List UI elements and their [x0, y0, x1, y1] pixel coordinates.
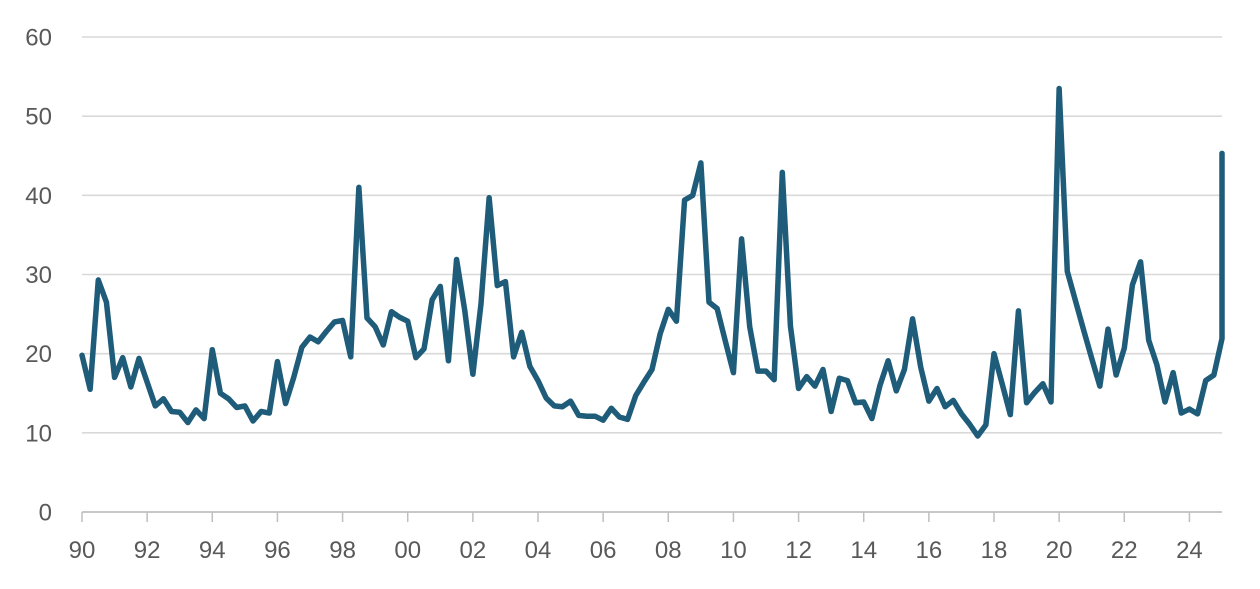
- gridlines: [82, 36, 1222, 513]
- x-tick-label-18: 18: [981, 537, 1008, 564]
- x-tick-label-02: 02: [460, 537, 487, 564]
- x-tick-label-14: 14: [850, 537, 877, 564]
- y-tick-label-60: 60: [25, 25, 52, 52]
- x-tick-label-04: 04: [525, 537, 552, 564]
- y-tick-label-40: 40: [25, 183, 52, 210]
- x-tick-label-08: 08: [655, 537, 682, 564]
- x-tick-label-06: 06: [590, 537, 617, 564]
- y-tick-label-0: 0: [39, 500, 52, 527]
- x-tick-label-12: 12: [785, 537, 812, 564]
- x-tick-label-90: 90: [69, 537, 96, 564]
- x-tick-label-00: 00: [394, 537, 421, 564]
- x-tick-label-22: 22: [1111, 537, 1138, 564]
- series-line-0: [79, 85, 1225, 439]
- x-tick-label-10: 10: [720, 537, 747, 564]
- y-tick-label-30: 30: [25, 262, 52, 289]
- y-tick-label-20: 20: [25, 341, 52, 368]
- y-tick-label-10: 10: [25, 420, 52, 447]
- x-tick-label-20: 20: [1046, 537, 1073, 564]
- x-tick-label-16: 16: [916, 537, 943, 564]
- x-tick-label-24: 24: [1176, 537, 1203, 564]
- series-layer: [79, 85, 1225, 439]
- x-tick-label-94: 94: [199, 537, 226, 564]
- x-axis: 90 92 94 96 98 00 02 04 06 08 10 12 14 16 18 20 22 24: [69, 512, 1203, 564]
- x-tick-label-92: 92: [134, 537, 161, 564]
- y-tick-label-50: 50: [25, 104, 52, 131]
- y-axis: 0 10 20 30 40 50 60: [25, 25, 52, 527]
- x-tick-label-96: 96: [264, 537, 291, 564]
- x-tick-label-98: 98: [329, 537, 356, 564]
